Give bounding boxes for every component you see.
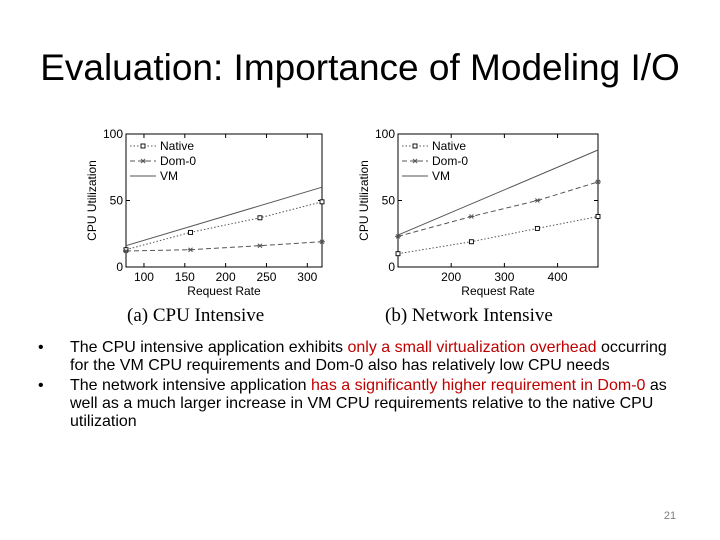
data-point xyxy=(468,239,474,245)
legend-entry: Dom-0 xyxy=(402,154,468,168)
data-point xyxy=(395,251,401,257)
marker-stroke xyxy=(319,239,325,245)
bullet-item: • The CPU intensive application exhibits … xyxy=(38,339,688,375)
series-line xyxy=(397,149,599,236)
legend-label: VM xyxy=(432,169,450,183)
x-tick-label: 200 xyxy=(441,270,461,284)
legend-label: VM xyxy=(160,169,178,183)
bullet-text: The CPU intensive application exhibits xyxy=(70,339,348,356)
x-tick-label: 200 xyxy=(216,270,236,284)
page-number: 21 xyxy=(663,510,677,522)
data-point xyxy=(319,239,325,245)
legend-entry: VM xyxy=(130,169,178,183)
chart-b-frame xyxy=(397,133,599,268)
y-tick-label: 100 xyxy=(103,127,123,141)
x-axis-label: Request Rate xyxy=(461,284,535,298)
marker-stroke xyxy=(140,158,146,164)
legend-entry: Native xyxy=(130,139,194,153)
bullet-list: • The CPU intensive application exhibits … xyxy=(38,339,688,433)
bullet-item: • The network intensive application has a… xyxy=(38,377,688,431)
marker-stroke xyxy=(395,234,401,239)
x-tick-label: 400 xyxy=(548,270,568,284)
legend-marker xyxy=(412,143,418,149)
series-vm xyxy=(397,149,599,236)
y-tick-label: 50 xyxy=(110,194,124,208)
bullet-text: occurring for the VM CPU requirements an… xyxy=(70,339,667,374)
chart-b-caption: (b) Network Intensive xyxy=(385,305,553,326)
marker-stroke xyxy=(595,179,601,185)
y-tick-label: 50 xyxy=(382,194,396,208)
series-vm xyxy=(125,186,323,247)
data-point xyxy=(595,179,601,185)
data-point xyxy=(534,225,540,231)
x-tick-label: 300 xyxy=(297,270,317,284)
series-line xyxy=(125,241,323,252)
slide-title: Evaluation: Importance of Modeling I/O xyxy=(40,47,680,88)
y-axis-label: CPU Utilization xyxy=(357,160,371,241)
bullet-highlight-text: only a small virtualization overhead xyxy=(347,339,597,356)
legend-marker xyxy=(140,143,146,149)
legend-label: Dom-0 xyxy=(432,154,468,168)
y-tick-label: 0 xyxy=(388,260,395,274)
data-point xyxy=(534,198,541,203)
data-point xyxy=(257,215,263,221)
legend-label: Native xyxy=(160,139,194,153)
y-axis-label: CPU Utilization xyxy=(85,160,99,241)
bullet-dot-icon: • xyxy=(38,377,44,394)
series-line xyxy=(125,186,323,247)
x-axis-label: Request Rate xyxy=(187,284,261,298)
legend-entry: VM xyxy=(402,169,450,183)
data-point xyxy=(256,243,263,249)
legend-marker xyxy=(140,158,146,164)
series-dom-0 xyxy=(123,239,325,254)
legend-entry: Dom-0 xyxy=(130,154,196,168)
series-line xyxy=(397,216,599,255)
series-dom-0 xyxy=(395,179,601,239)
data-point xyxy=(123,248,129,254)
legend-marker xyxy=(412,158,418,164)
data-point xyxy=(188,229,193,235)
chart-a-caption: (a) CPU Intensive xyxy=(127,305,265,326)
y-tick-label: 100 xyxy=(375,127,395,141)
bullet-text: The network intensive application xyxy=(70,377,312,394)
legend-label: Native xyxy=(432,139,466,153)
bullet-dot-icon: • xyxy=(38,339,44,356)
legend-entry: Native xyxy=(402,139,466,153)
legend-label: Dom-0 xyxy=(160,154,196,168)
y-tick-label: 0 xyxy=(116,260,123,274)
x-tick-label: 300 xyxy=(494,270,514,284)
x-tick-label: 250 xyxy=(256,270,276,284)
marker-stroke xyxy=(412,158,418,164)
data-point xyxy=(187,247,194,253)
marker-stroke xyxy=(257,243,263,249)
x-tick-label: 150 xyxy=(175,270,195,284)
charts-canvas: 100 150 200 250 300 0 50 100 Request Rate CPU Uti… xyxy=(85,127,601,298)
data-point xyxy=(395,234,401,239)
x-tick-label: 100 xyxy=(134,270,154,284)
bullet-highlight-text: has a significantly higher requirement i… xyxy=(311,377,646,394)
marker-stroke xyxy=(535,198,540,203)
bullet-text: as well as a much larger increase in VM … xyxy=(70,377,667,430)
chart-a-frame xyxy=(125,133,323,268)
data-point xyxy=(468,214,475,219)
data-point xyxy=(319,199,325,205)
series-native xyxy=(395,214,601,257)
marker-stroke xyxy=(188,247,193,253)
marker-stroke xyxy=(123,248,129,254)
series-line xyxy=(125,201,323,251)
marker-stroke xyxy=(469,214,474,219)
series-line xyxy=(397,181,599,237)
data-point xyxy=(595,214,601,219)
